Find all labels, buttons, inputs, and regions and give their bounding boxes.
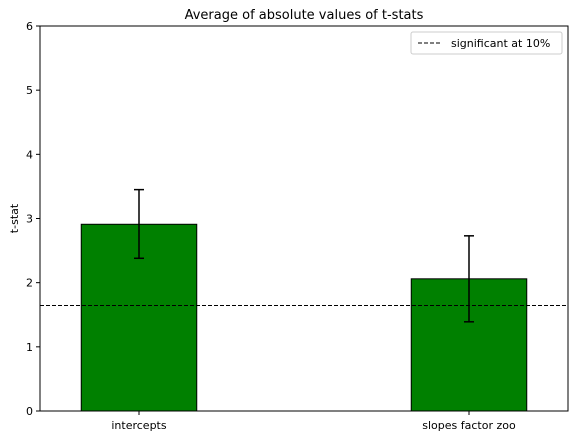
y-tick-label: 6 — [26, 20, 33, 33]
y-tick-label: 0 — [26, 405, 33, 418]
axes-layer: 0 1 2 3 4 5 6 intercepts slopes factor zoo — [26, 20, 569, 432]
x-tick-label: slopes factor zoo — [422, 419, 516, 432]
x-tick-label: intercepts — [111, 419, 167, 432]
legend-label: significant at 10% — [451, 37, 550, 50]
y-tick-label: 5 — [26, 84, 33, 97]
y-tick-label: 2 — [26, 277, 33, 290]
chart-title: Average of absolute values of t-stats — [185, 8, 424, 23]
error-bar-slopes-factor-zoo — [464, 235, 474, 323]
y-tick-label: 4 — [26, 148, 33, 161]
error-bar-intercepts — [134, 188, 144, 260]
y-tick-label: 3 — [26, 213, 33, 226]
bars-layer — [80, 223, 528, 412]
legend: significant at 10% — [410, 31, 563, 55]
legend-box — [410, 31, 563, 55]
y-tick-label: 1 — [26, 341, 33, 354]
error-bars-layer — [134, 188, 474, 323]
y-axis-label: t-stat — [8, 203, 21, 233]
